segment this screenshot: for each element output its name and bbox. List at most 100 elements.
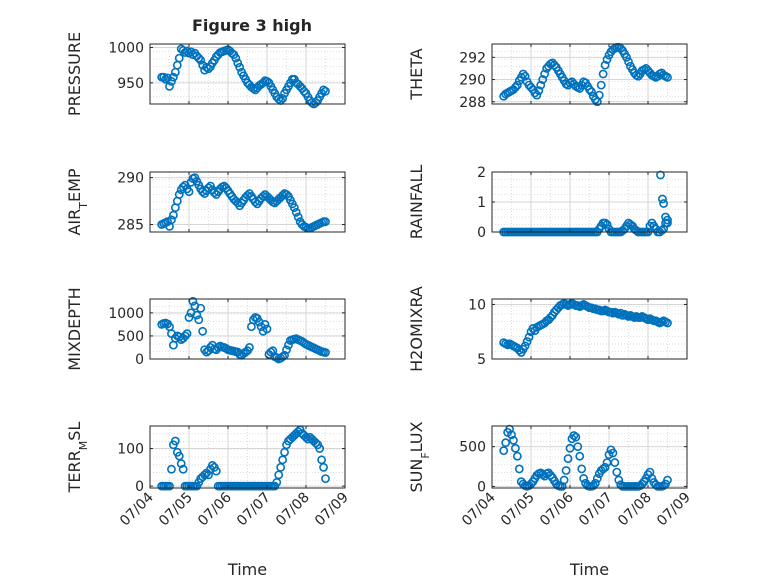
data-point <box>590 478 600 488</box>
axes-frame <box>149 43 346 105</box>
data-point <box>608 448 618 458</box>
data-point <box>235 62 245 72</box>
data-point <box>587 87 596 97</box>
data-point <box>538 75 548 84</box>
data-point <box>631 226 641 235</box>
data-point <box>278 352 287 362</box>
data-point <box>196 55 206 65</box>
y-tick-label: 2 <box>477 165 486 181</box>
data-point <box>577 464 587 474</box>
data-point <box>194 53 204 63</box>
data-point <box>274 470 284 480</box>
data-point <box>184 48 194 58</box>
data-point <box>233 58 243 68</box>
subplot-1: 950 1000 PRESSURE <box>65 32 346 116</box>
data-point <box>512 80 522 90</box>
data-point <box>178 464 188 474</box>
y-tick-label: 0 <box>135 352 144 368</box>
data-point <box>167 77 176 86</box>
y-tick-label: 0 <box>477 225 486 241</box>
data-point <box>167 215 176 225</box>
y-tick-label: 285 <box>117 218 144 234</box>
data-point <box>174 53 184 63</box>
data-point <box>600 218 610 228</box>
y-tick-label: 1 <box>477 195 486 211</box>
data-point <box>663 318 672 328</box>
data-point <box>512 451 522 461</box>
data-point <box>657 226 667 235</box>
data-point <box>258 191 268 201</box>
y-axis-label: RAINFALL <box>407 165 426 240</box>
subplot-8: 0 500 SUNFLUX 07/04 07/05 07/06 07/07 07/08 07/0… <box>407 421 694 579</box>
y-tick-label: 0 <box>135 479 144 495</box>
subplot-2: 288 290 292 THETA <box>407 42 688 111</box>
data-point <box>518 69 528 79</box>
data-point <box>592 474 602 483</box>
data-point <box>594 90 604 100</box>
data-point <box>602 220 612 229</box>
y-tick-label: 10 <box>468 297 486 313</box>
x-tick-label: 07/04 <box>459 489 499 529</box>
data-point <box>522 337 532 346</box>
data-point <box>172 60 182 70</box>
subplot-3: 285 290 AIRTEMP <box>65 168 346 236</box>
y-axis-label: AIRTEMP <box>65 168 90 235</box>
data-point <box>184 313 194 322</box>
data-point <box>622 52 631 62</box>
data-point <box>540 69 550 79</box>
data-point <box>159 72 169 82</box>
subplot-7: 0 100 TERRMSL 07/04 07/05 07/06 07/07 07/08 07/0… <box>65 422 352 579</box>
x-tick-label: 07/06 <box>537 489 577 529</box>
y-tick-label: 292 <box>459 50 486 66</box>
data-point <box>585 85 594 94</box>
y-axis-label: SUNFLUX <box>407 421 432 492</box>
x-tick-label: 07/06 <box>195 489 235 529</box>
data-point <box>612 467 622 477</box>
x-tick-label: 07/08 <box>615 490 655 530</box>
data-point <box>274 94 284 104</box>
data-point <box>165 481 174 491</box>
y-axis-label: THETA <box>407 48 426 100</box>
axes-frame <box>149 171 346 233</box>
x-tick-label: 07/05 <box>156 490 196 530</box>
data-point <box>663 475 672 485</box>
data-point <box>176 459 186 468</box>
data-point <box>575 451 585 461</box>
data-point <box>282 345 291 355</box>
data-point <box>600 462 610 472</box>
data-point <box>509 435 518 445</box>
y-axis-label: H2OMIXRA <box>407 286 426 372</box>
data-point <box>663 72 672 82</box>
data-point <box>563 454 573 463</box>
x-tick-label: 07/08 <box>273 490 313 530</box>
data-point <box>272 353 282 363</box>
data-point <box>246 322 256 332</box>
data-point <box>321 348 330 357</box>
data-point <box>170 436 180 446</box>
x-tick-label: 07/04 <box>117 489 157 529</box>
data-point <box>536 80 546 90</box>
data-point <box>198 326 208 336</box>
y-tick-label: 1000 <box>108 41 144 57</box>
y-tick-label: 500 <box>117 329 144 345</box>
data-point <box>559 475 569 485</box>
data-point <box>656 170 665 180</box>
data-point <box>303 434 313 444</box>
data-point <box>573 442 583 452</box>
data-point <box>258 78 268 88</box>
x-tick-label: 07/09 <box>312 490 352 530</box>
data-point <box>511 82 520 92</box>
figure-title: Figure 3 high <box>192 16 312 35</box>
x-tick-label: 07/07 <box>234 490 274 530</box>
data-point <box>211 466 221 476</box>
data-point <box>571 432 581 442</box>
data-point <box>311 98 321 107</box>
data-point <box>231 53 241 63</box>
data-point <box>514 345 524 355</box>
data-point <box>569 431 579 440</box>
data-point <box>524 332 534 342</box>
y-axis-label: TERRMSL <box>65 422 90 494</box>
data-point <box>260 319 270 329</box>
